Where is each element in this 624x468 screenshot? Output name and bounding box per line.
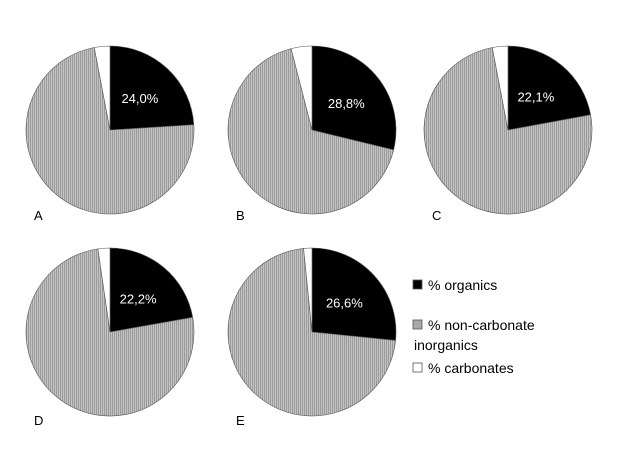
pie-e-organics-label: 26,6% (326, 296, 363, 311)
pie-d-slice-inorganics (25, 248, 195, 417)
panel-letter-c: C (432, 208, 441, 223)
pie-a-slice-inorganics (25, 47, 195, 215)
panel-letter-a: A (34, 208, 43, 223)
legend-swatch-organics (412, 279, 423, 290)
pie-e-slice-organics (311, 247, 397, 341)
pie-c-slice-inorganics (423, 47, 593, 215)
pie-c-organics-label: 22,1% (517, 89, 554, 104)
legend-swatch-inorganics (412, 319, 423, 330)
legend-label-carbonates: % carbonates (428, 360, 514, 376)
pie-e-slice-inorganics (227, 248, 396, 417)
pie-b-slice-organics (311, 45, 397, 151)
panel-letter-d: D (34, 413, 43, 428)
legend: % organics % non-carbonate inorganics % car… (412, 277, 535, 376)
pie-d-organics-label: 22,2% (120, 292, 157, 307)
pie-d-slice-organics (109, 247, 194, 333)
pie-b-organics-label: 28,8% (328, 96, 365, 111)
pie-b-slice-inorganics (227, 48, 394, 215)
legend-label-inorganics-line2: inorganics (414, 337, 478, 353)
pie-group: 24,0% A 28,8% B 22,1% C 22,2% D 26,6% E (25, 45, 593, 428)
pie-b-slice-carbonates (290, 45, 313, 131)
pie-a-organics-label: 24,0% (121, 91, 158, 106)
pie-c-slice-carbonates (491, 45, 509, 131)
legend-label-inorganics-line1: % non-carbonate (428, 317, 535, 333)
pie-c-slice-organics (507, 45, 591, 131)
pie-a-slice-organics (109, 45, 195, 131)
pie-a-slice-carbonates (93, 45, 111, 131)
panel-letter-b: B (236, 208, 245, 223)
legend-label-organics: % organics (428, 277, 497, 293)
legend-swatch-carbonates (412, 362, 423, 373)
panel-letter-e: E (236, 413, 245, 428)
pie-e-slice-carbonates (303, 247, 313, 333)
pie-d-slice-carbonates (97, 247, 111, 333)
